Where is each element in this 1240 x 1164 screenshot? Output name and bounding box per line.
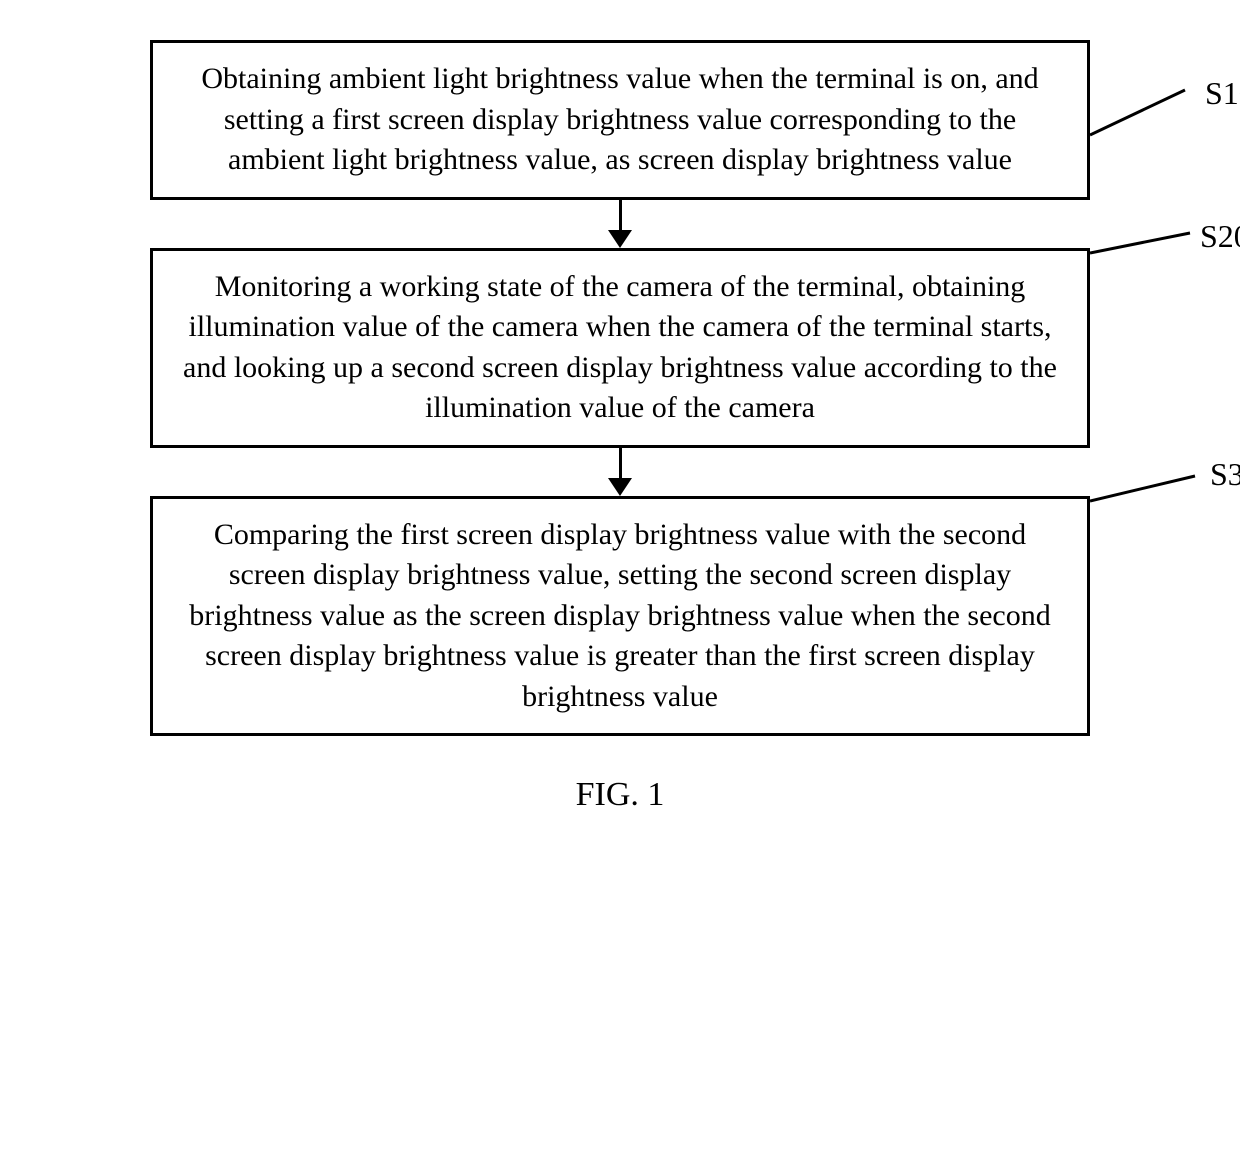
arrow-head-icon [608, 478, 632, 496]
arrow-line [619, 448, 622, 478]
step-box-1: Obtaining ambient light brightness value… [150, 40, 1090, 200]
arrow-head-icon [608, 230, 632, 248]
flowchart-container: Obtaining ambient light brightness value… [150, 40, 1090, 736]
label-connector-3 [1090, 471, 1205, 516]
step-box-3: Comparing the first screen display brigh… [150, 496, 1090, 737]
step-container-2: Monitoring a working state of the camera… [150, 248, 1090, 448]
figure-caption: FIG. 1 [576, 776, 665, 814]
step-text: Monitoring a working state of the camera… [183, 270, 1057, 425]
label-connector-1 [1090, 80, 1200, 140]
step-label-1: S100 [1205, 75, 1240, 112]
arrow-1 [608, 200, 632, 248]
arrow-2 [608, 448, 632, 496]
step-container-3: Comparing the first screen display brigh… [150, 496, 1090, 737]
step-label-3: S300 [1210, 456, 1240, 493]
label-connector-2 [1090, 228, 1200, 268]
step-label-2: S200 [1200, 218, 1240, 255]
step-text: Comparing the first screen display brigh… [189, 518, 1050, 713]
step-box-2: Monitoring a working state of the camera… [150, 248, 1090, 448]
arrow-line [619, 200, 622, 230]
step-text: Obtaining ambient light brightness value… [201, 62, 1038, 176]
step-container-1: Obtaining ambient light brightness value… [150, 40, 1090, 200]
